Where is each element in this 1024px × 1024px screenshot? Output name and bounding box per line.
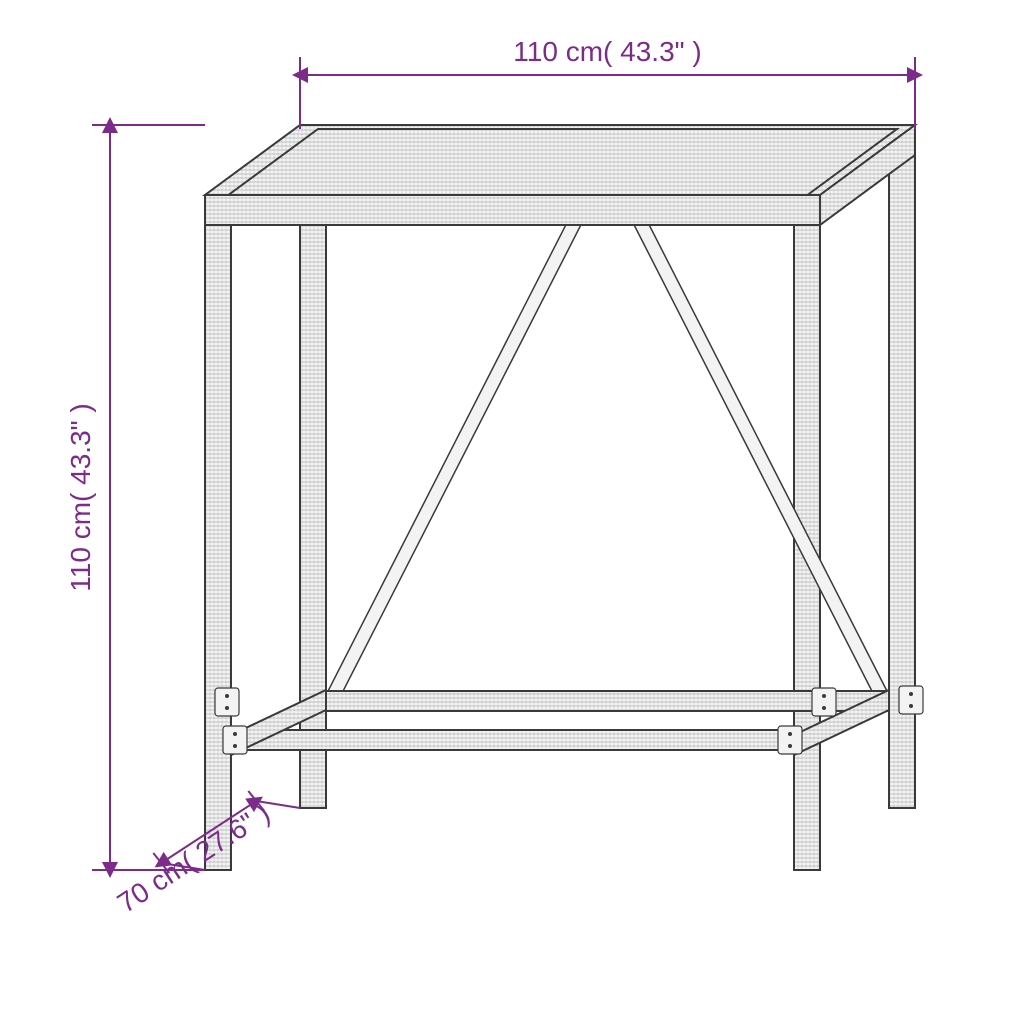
dimension-label: 70 cm( 27.6" ) — [112, 797, 275, 919]
dimension-label: 110 cm( 43.3" ) — [65, 403, 96, 591]
dimension-label: 110 cm( 43.3" ) — [513, 36, 701, 67]
table-drawing — [205, 125, 923, 870]
